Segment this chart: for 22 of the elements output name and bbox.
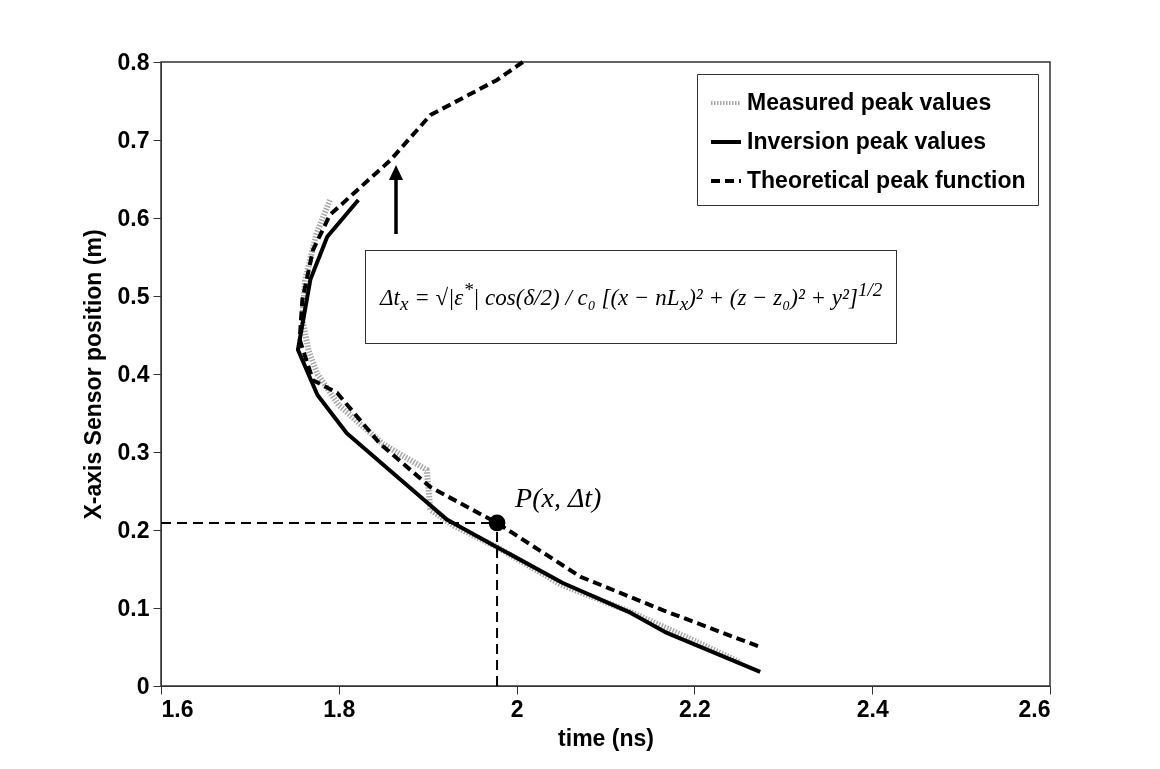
x-tick-label: 1.8 xyxy=(323,695,356,722)
y-tick-label: 0 xyxy=(136,672,150,699)
x-tick-label: 2.4 xyxy=(856,695,889,722)
annotation: P(x, Δt) xyxy=(514,481,602,513)
legend-label: Measured peak values xyxy=(747,89,992,115)
y-tick-label: 0.5 xyxy=(117,282,150,309)
y-tick-label: 0.7 xyxy=(117,126,150,153)
x-axis-title: time (ns) xyxy=(558,724,654,751)
y-tick-label: 0.2 xyxy=(117,516,150,543)
y-axis-title: X-axis Sensor position (m) xyxy=(79,229,106,520)
y-tick-label: 0.1 xyxy=(117,594,150,621)
legend-label: Theoretical peak function xyxy=(747,167,1026,193)
y-tick-label: 0.6 xyxy=(117,204,150,231)
y-tick-label: 0.3 xyxy=(117,438,150,465)
x-tick-label: 2 xyxy=(510,695,524,722)
x-tick-label: 1.6 xyxy=(161,695,194,722)
legend-label: Inversion peak values xyxy=(747,128,987,154)
y-tick-label: 0.4 xyxy=(117,360,150,387)
formula-box: Δt$_{x}$ = √|ε$^{*}$| cos(δ/2) / c₀ [(x − nL$_{x}$)² + (z − z₀)² + y²]$^{1/2}$ xyxy=(365,250,898,345)
y-tick-label: 0.8 xyxy=(117,48,150,75)
x-tick-label: 2.6 xyxy=(1018,695,1051,722)
x-tick-label: 2.2 xyxy=(678,695,711,722)
